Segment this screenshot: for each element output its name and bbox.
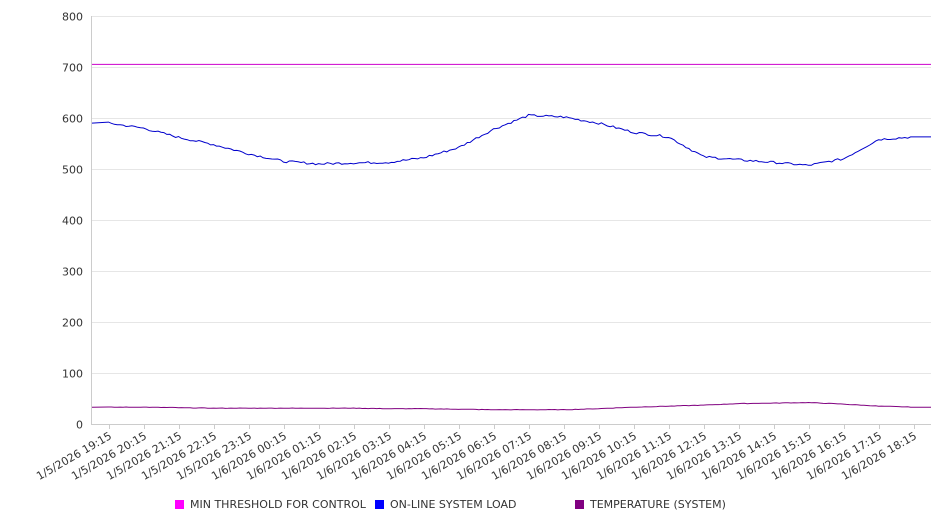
- y-tick-label: 400: [62, 215, 83, 228]
- legend-label: ON-LINE SYSTEM LOAD: [390, 498, 517, 511]
- y-tick-label: 600: [62, 113, 83, 126]
- gridlines: [91, 16, 931, 374]
- legend-item-temperature[interactable]: TEMPERATURE (SYSTEM): [575, 498, 726, 511]
- x-tick-labels: 1/5/2026 19:151/5/2026 20:151/5/2026 21:…: [34, 429, 919, 483]
- series-line-2: [91, 401, 931, 411]
- y-tick-label: 700: [62, 62, 83, 75]
- legend-item-min-threshold[interactable]: MIN THRESHOLD FOR CONTROL: [175, 498, 366, 511]
- y-tick-label: 500: [62, 164, 83, 177]
- y-tick-labels: 0 100 200 300 400 500 600 700 800: [62, 11, 83, 432]
- y-tick-label: 800: [62, 11, 83, 24]
- y-tick-label: 200: [62, 317, 83, 330]
- legend-label: MIN THRESHOLD FOR CONTROL: [190, 498, 366, 511]
- legend-item-system-load[interactable]: ON-LINE SYSTEM LOAD: [375, 498, 516, 511]
- legend-label: TEMPERATURE (SYSTEM): [590, 498, 726, 511]
- y-tick-label: 300: [62, 266, 83, 279]
- legend-swatch-icon: [175, 500, 184, 509]
- legend: MIN THRESHOLD FOR CONTROL ON-LINE SYSTEM…: [0, 498, 946, 514]
- y-tick-label: 0: [76, 419, 83, 432]
- axes: [91, 16, 931, 429]
- series-lines: [91, 63, 931, 411]
- y-tick-label: 100: [62, 368, 83, 381]
- legend-swatch-icon: [575, 500, 584, 509]
- series-line-1: [91, 113, 931, 166]
- legend-swatch-icon: [375, 500, 384, 509]
